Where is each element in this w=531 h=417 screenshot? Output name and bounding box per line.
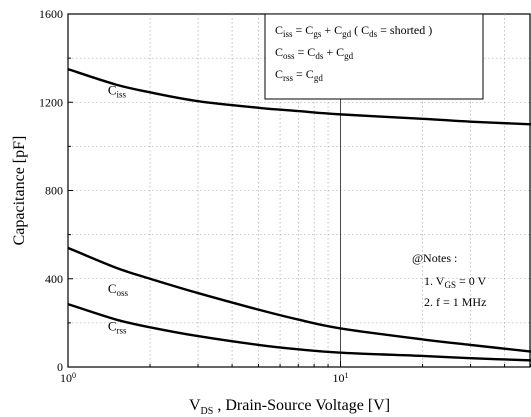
equations-box [264, 13, 484, 100]
series-label-oss: Coss [108, 281, 129, 298]
series-line-oss [67, 246, 531, 353]
y-tick-label: 400 [45, 272, 63, 286]
y-tick-label: 0 [57, 360, 63, 374]
equation-3: Crss = Cgd [275, 67, 323, 83]
notes-item-1: 1. VGS = 0 V [424, 274, 487, 290]
y-tick-label: 800 [45, 184, 63, 198]
notes-item-2: 2. f = 1 MHz [424, 295, 486, 309]
series-label-iss: Ciss [108, 83, 127, 100]
y-axis-title: Capacitance [pF] [11, 136, 28, 246]
series-label-rss: Crss [108, 319, 127, 336]
equation-1: Ciss = Cgs + Cgd ( Cds = shorted ) [275, 23, 432, 39]
x-axis-title: VDS , Drain-Source Voltage [V] [189, 397, 390, 417]
y-tick-label: 1200 [39, 95, 63, 109]
equation-2: Coss = Cds + Cgd [275, 45, 354, 61]
x-tick-label: 100 [60, 371, 76, 386]
series-line-iss [67, 68, 531, 126]
y-tick-label: 1600 [39, 7, 63, 21]
x-tick-label: 101 [333, 371, 349, 386]
series-line-rss [67, 302, 531, 362]
notes-title: @Notes : [412, 251, 457, 265]
